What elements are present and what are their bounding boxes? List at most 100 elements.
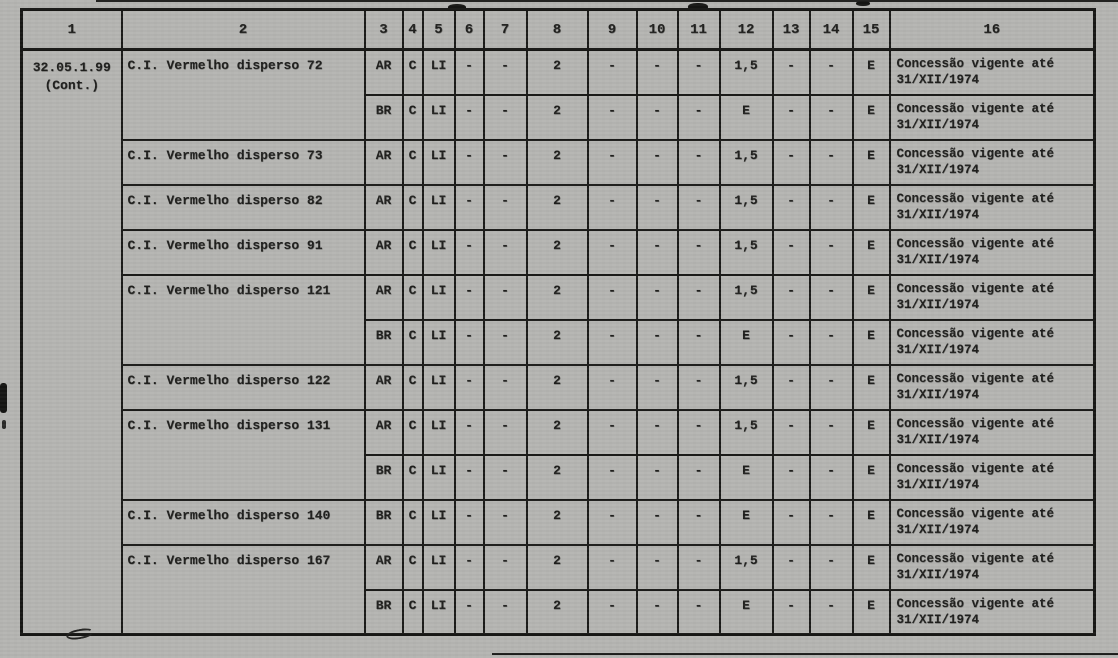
col11-cell: -	[676, 453, 721, 501]
col4-cell: C	[401, 363, 424, 411]
col15-cell: E	[851, 588, 891, 636]
col4-cell: C	[401, 183, 424, 231]
column-header-2: 2	[120, 8, 366, 51]
col9-cell: -	[586, 498, 638, 546]
col14-cell: -	[808, 228, 854, 276]
col5-cell: LI	[421, 183, 456, 231]
col9-cell: -	[586, 318, 638, 366]
col12-rate-cell: 1,5	[718, 48, 774, 96]
col9-cell: -	[586, 48, 638, 96]
observation-cell: Concessão vigente até 31/XII/1974	[888, 453, 1096, 501]
col13-cell: -	[771, 138, 811, 186]
col3-mark-cell: BR	[363, 498, 404, 546]
col14-cell: -	[808, 453, 854, 501]
col12-rate-cell: 1,5	[718, 543, 774, 591]
col7-cell: -	[482, 48, 528, 96]
col15-cell: E	[851, 273, 891, 321]
col13-cell: -	[771, 453, 811, 501]
header-row: 1 2 3 4 5 6 7 8 9 10 11 12 13 14 15 16	[20, 8, 1096, 51]
col4-cell: C	[401, 93, 424, 141]
col13-cell: -	[771, 93, 811, 141]
col3-mark-cell: AR	[363, 363, 404, 411]
col9-cell: -	[586, 273, 638, 321]
col13-cell: -	[771, 318, 811, 366]
col11-cell: -	[676, 138, 721, 186]
col4-cell: C	[401, 48, 424, 96]
col8-cell: 2	[525, 363, 589, 411]
col3-mark-cell: AR	[363, 543, 404, 591]
col4-cell: C	[401, 138, 424, 186]
col10-cell: -	[635, 138, 679, 186]
col3-mark-cell: BR	[363, 453, 404, 501]
col3-mark-cell: BR	[363, 318, 404, 366]
col3-mark-cell: BR	[363, 588, 404, 636]
col8-cell: 2	[525, 138, 589, 186]
product-name-cell: C.I. Vermelho disperso 91	[120, 228, 366, 276]
col5-cell: LI	[421, 543, 456, 591]
col11-cell: -	[676, 48, 721, 96]
col10-cell: -	[635, 93, 679, 141]
observation-cell: Concessão vigente até 31/XII/1974	[888, 588, 1096, 636]
col4-cell: C	[401, 498, 424, 546]
col8-cell: 2	[525, 588, 589, 636]
column-header-8: 8	[525, 8, 589, 51]
column-header-10: 10	[635, 8, 679, 51]
tariff-code: 32.05.1.99	[32, 60, 111, 75]
col5-cell: LI	[421, 228, 456, 276]
col14-cell: -	[808, 138, 854, 186]
col15-cell: E	[851, 318, 891, 366]
table-row: BR C LI - - 2 - - - E - - E Concessão vi…	[22, 93, 1096, 141]
column-header-13: 13	[771, 8, 811, 51]
col8-cell: 2	[525, 273, 589, 321]
col9-cell: -	[586, 543, 638, 591]
col7-cell: -	[482, 138, 528, 186]
col4-cell: C	[401, 453, 424, 501]
col6-cell: -	[453, 363, 485, 411]
col6-cell: -	[453, 453, 485, 501]
ink-blob	[688, 3, 708, 11]
ink-blob	[448, 4, 466, 11]
col14-cell: -	[808, 273, 854, 321]
col10-cell: -	[635, 588, 679, 636]
col3-mark-cell: AR	[363, 228, 404, 276]
col14-cell: -	[808, 318, 854, 366]
col7-cell: -	[482, 93, 528, 141]
col5-cell: LI	[421, 408, 456, 456]
col8-cell: 2	[525, 408, 589, 456]
col8-cell: 2	[525, 93, 589, 141]
col8-cell: 2	[525, 543, 589, 591]
col9-cell: -	[586, 588, 638, 636]
column-header-15: 15	[851, 8, 891, 51]
col7-cell: -	[482, 363, 528, 411]
col5-cell: LI	[421, 273, 456, 321]
col4-cell: C	[401, 318, 424, 366]
col6-cell: -	[453, 138, 485, 186]
column-header-1: 1	[20, 8, 123, 51]
col3-mark-cell: AR	[363, 183, 404, 231]
observation-cell: Concessão vigente até 31/XII/1974	[888, 273, 1096, 321]
table-row: C.I. Vermelho disperso 121 AR C LI - - 2…	[22, 273, 1096, 366]
col11-cell: -	[676, 408, 721, 456]
column-header-4: 4	[401, 8, 424, 51]
col9-cell: -	[586, 363, 638, 411]
col13-cell: -	[771, 228, 811, 276]
col15-cell: E	[851, 453, 891, 501]
col7-cell: -	[482, 273, 528, 321]
table-row: C.I. Vermelho disperso 140 BR C LI - - 2…	[22, 498, 1096, 546]
col15-cell: E	[851, 363, 891, 411]
col15-cell: E	[851, 138, 891, 186]
column-header-7: 7	[482, 8, 528, 51]
table-row: 32.05.1.99 (Cont.) C.I. Vermelho dispers…	[20, 48, 1096, 636]
col9-cell: -	[586, 183, 638, 231]
product-name-cell: C.I. Vermelho disperso 72	[120, 48, 366, 141]
col3-mark-cell: AR	[363, 138, 404, 186]
col15-cell: E	[851, 183, 891, 231]
col7-cell: -	[482, 183, 528, 231]
col6-cell: -	[453, 408, 485, 456]
ink-blob	[856, 1, 870, 6]
col13-cell: -	[771, 273, 811, 321]
col9-cell: -	[586, 93, 638, 141]
product-name-cell: C.I. Vermelho disperso 121	[120, 273, 366, 366]
col12-rate-cell: 1,5	[718, 228, 774, 276]
